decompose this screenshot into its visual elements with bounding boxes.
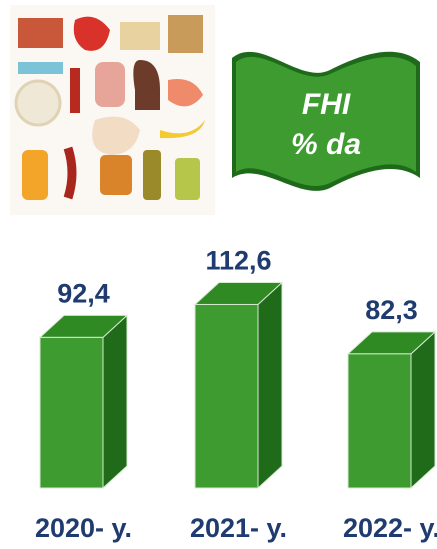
food-illustration [10, 5, 215, 215]
flag-title: FHI [302, 88, 351, 121]
x-tick-label: 2022- y. [343, 513, 437, 543]
bar [348, 354, 411, 488]
bar [195, 304, 258, 488]
chart: FHI % da 92,4 2020- y. 112,6 2021- y. 82,3 20… [0, 0, 437, 549]
x-tick-label: 2020- y. [35, 513, 132, 543]
x-tick-label: 2021- y. [190, 513, 287, 543]
value-label: 112,6 [205, 246, 271, 276]
bar-side [103, 315, 127, 488]
value-label: 92,4 [57, 279, 110, 309]
flag-banner: FHI % da [232, 52, 420, 191]
bar-side [258, 282, 282, 488]
value-label: 82,3 [365, 295, 418, 325]
bar [40, 337, 103, 488]
flag-subtitle: % da [291, 128, 361, 161]
bar-side [411, 332, 435, 488]
